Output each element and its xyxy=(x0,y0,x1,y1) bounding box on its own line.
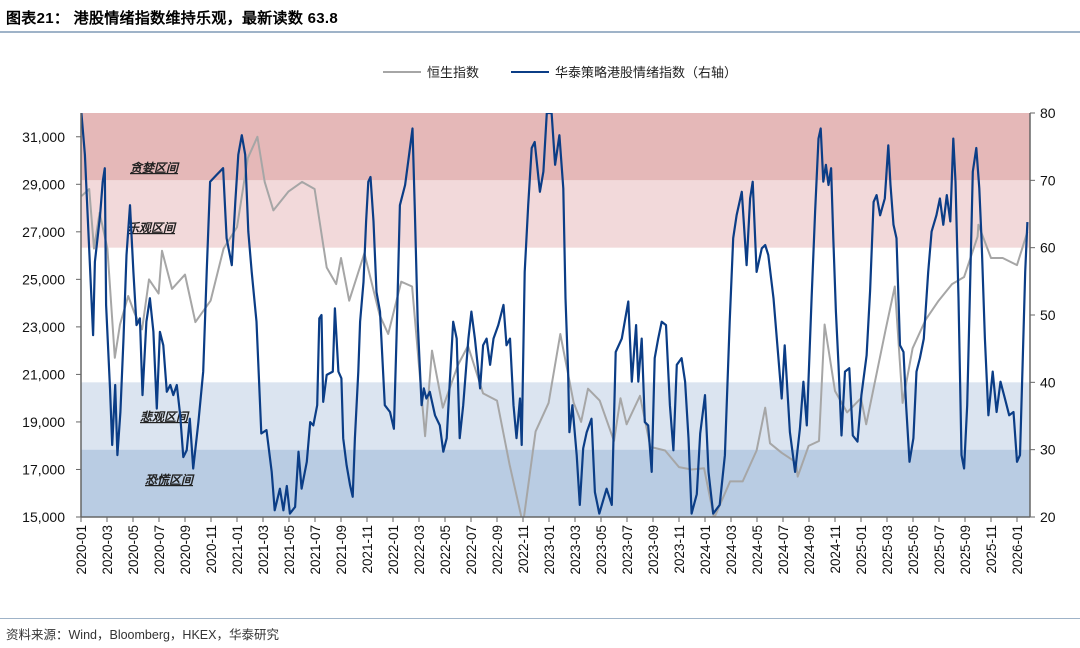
x-tick-label: 2025-05 xyxy=(906,525,921,575)
right-tick-label: 20 xyxy=(1040,509,1056,525)
x-tick-label: 2024-03 xyxy=(724,525,739,575)
x-tick-label: 2020-05 xyxy=(126,525,141,575)
sentiment-line xyxy=(81,113,1029,515)
x-tick-label: 2020-11 xyxy=(204,525,219,574)
left-tick-label: 31,000 xyxy=(22,129,65,145)
x-tick-label: 2025-09 xyxy=(958,525,973,575)
legend-swatch-hsi xyxy=(383,70,421,73)
source-note: 资料来源：Wind，Bloomberg，HKEX，华泰研究 xyxy=(6,628,279,642)
x-tick-label: 2025-07 xyxy=(932,525,947,575)
zone-band xyxy=(81,382,1030,450)
legend-item-hsi: 恒生指数 xyxy=(383,62,479,81)
left-tick-label: 21,000 xyxy=(22,366,65,382)
right-tick-label: 50 xyxy=(1040,307,1056,323)
x-tick-label: 2025-11 xyxy=(984,525,999,574)
left-tick-label: 15,000 xyxy=(22,509,65,525)
legend: 恒生指数 华泰策略港股情绪指数（右轴） xyxy=(383,62,769,81)
x-tick-label: 2023-11 xyxy=(672,525,687,574)
x-tick-label: 2023-07 xyxy=(620,525,635,575)
x-tick-label: 2021-11 xyxy=(360,525,375,574)
x-tick-label: 2023-03 xyxy=(568,525,583,575)
x-tick-label: 2021-03 xyxy=(256,525,271,575)
legend-label-sentiment: 华泰策略港股情绪指数（右轴） xyxy=(555,65,738,80)
x-tick-label: 2021-01 xyxy=(230,525,245,575)
left-tick-label: 19,000 xyxy=(22,414,65,430)
zone-label: 乐观区间 xyxy=(127,221,177,235)
x-tick-label: 2024-05 xyxy=(750,525,765,575)
left-tick-label: 29,000 xyxy=(22,176,65,192)
x-tick-label: 2024-09 xyxy=(802,525,817,575)
chart-title: 图表21： 港股情绪指数维持乐观，最新读数 63.8 xyxy=(6,10,339,27)
x-tick-label: 2024-01 xyxy=(698,525,713,575)
right-tick-label: 60 xyxy=(1040,240,1056,256)
x-tick-label: 2024-07 xyxy=(776,525,791,575)
legend-swatch-sentiment xyxy=(511,70,550,73)
right-tick-label: 70 xyxy=(1040,172,1056,188)
left-tick-label: 25,000 xyxy=(22,271,65,287)
x-tick-label: 2021-05 xyxy=(282,525,297,575)
legend-label-hsi: 恒生指数 xyxy=(427,65,480,80)
x-tick-label: 2022-11 xyxy=(516,525,531,574)
x-tick-label: 2022-03 xyxy=(412,525,427,575)
zone-label: 悲观区间 xyxy=(140,410,190,424)
legend-item-sentiment: 华泰策略港股情绪指数（右轴） xyxy=(511,62,737,81)
x-tick-label: 2023-05 xyxy=(594,525,609,575)
zone-label: 恐慌区间 xyxy=(145,473,195,487)
axes: 15,000 17,000 19,000 21,000 23,000 25,000 27,0… xyxy=(22,105,1056,575)
zone-band xyxy=(81,449,1030,517)
x-tick-label: 2026-01 xyxy=(1010,525,1025,575)
source-divider xyxy=(0,618,1080,619)
x-tick-label: 2023-01 xyxy=(542,525,557,575)
x-tick-label: 2020-01 xyxy=(74,525,89,575)
x-tick-label: 2024-11 xyxy=(828,525,843,574)
x-tick-label: 2021-07 xyxy=(308,525,323,575)
x-tick-label: 2020-09 xyxy=(178,525,193,575)
x-tick-label: 2025-03 xyxy=(880,525,895,575)
x-tick-label: 2022-09 xyxy=(490,525,505,575)
right-tick-label: 30 xyxy=(1040,442,1056,458)
right-tick-label: 80 xyxy=(1040,105,1056,121)
left-tick-label: 23,000 xyxy=(22,319,65,335)
right-tick-label: 40 xyxy=(1040,374,1056,390)
x-tick-label: 2021-09 xyxy=(334,525,349,575)
left-tick-label: 27,000 xyxy=(22,224,65,240)
x-tick-label: 2023-09 xyxy=(646,525,661,575)
x-tick-label: 2020-07 xyxy=(152,525,167,575)
zone-bands xyxy=(81,113,1030,517)
x-tick-label: 2020-03 xyxy=(100,525,115,575)
x-tick-label: 2022-05 xyxy=(438,525,453,575)
x-tick-label: 2022-07 xyxy=(464,525,479,575)
x-tick-label: 2022-01 xyxy=(386,525,401,575)
title-divider xyxy=(0,31,1080,33)
left-tick-label: 17,000 xyxy=(22,461,65,477)
series-lines xyxy=(81,113,1029,517)
zone-label: 贪婪区间 xyxy=(130,161,180,175)
x-tick-label: 2025-01 xyxy=(854,525,869,575)
